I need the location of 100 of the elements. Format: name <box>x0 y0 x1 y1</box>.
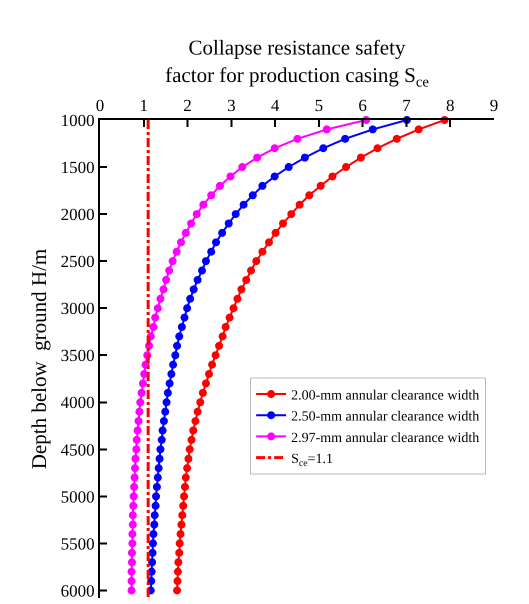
point <box>176 238 185 246</box>
x-tick-label: 4 <box>270 96 280 116</box>
legend-label: S$_{ce}$=1.1 <box>291 452 334 470</box>
point <box>202 379 210 388</box>
point <box>278 220 287 228</box>
point <box>148 539 157 548</box>
point <box>177 520 186 529</box>
point <box>152 492 160 500</box>
point <box>130 474 139 482</box>
y-tick-label: 4500 <box>60 440 95 460</box>
point <box>162 276 170 284</box>
legend-label: 2.97-mm annular clearance width <box>291 430 480 446</box>
x-tick-label: 5 <box>314 96 324 116</box>
point <box>248 191 257 200</box>
point <box>128 530 136 538</box>
point <box>180 314 188 322</box>
y-tick-label: 3500 <box>60 346 95 366</box>
point <box>180 492 188 500</box>
point <box>199 200 208 209</box>
point <box>198 266 206 275</box>
point <box>156 294 164 303</box>
point <box>374 144 382 152</box>
point <box>152 502 160 510</box>
point <box>230 304 238 312</box>
point <box>138 379 147 388</box>
y-axis-title: Depth below ground H/m <box>27 248 52 470</box>
point <box>194 408 202 416</box>
point <box>208 360 216 369</box>
y-tick-label: 5000 <box>60 487 95 506</box>
point <box>173 577 182 586</box>
point <box>207 248 216 256</box>
point <box>149 530 158 538</box>
point <box>165 266 174 275</box>
point <box>128 568 136 576</box>
point <box>135 408 144 416</box>
point <box>187 220 196 228</box>
point <box>138 388 146 397</box>
point <box>247 266 256 275</box>
point <box>156 454 164 463</box>
point <box>242 276 250 284</box>
point <box>160 417 168 426</box>
point <box>216 182 224 190</box>
point <box>131 464 140 472</box>
point <box>368 125 377 134</box>
point <box>128 539 136 548</box>
y-tick-label: 1000 <box>60 110 95 130</box>
point <box>154 474 162 482</box>
point <box>287 210 296 218</box>
point <box>186 445 194 454</box>
point <box>218 228 226 237</box>
point <box>176 530 185 538</box>
y-tick-label: 6000 <box>60 581 95 600</box>
point <box>258 248 266 256</box>
point <box>175 548 184 557</box>
point <box>129 502 138 510</box>
point <box>322 125 331 134</box>
point <box>293 134 302 143</box>
point <box>392 134 401 143</box>
x-tick-label: 8 <box>446 96 454 116</box>
point <box>189 426 198 435</box>
point <box>207 191 216 200</box>
point <box>173 342 182 350</box>
point <box>152 482 161 491</box>
legend-label: 2.00-mm annular clearance width <box>291 388 480 404</box>
point <box>296 200 304 209</box>
point <box>258 182 266 190</box>
point <box>232 210 240 218</box>
point <box>168 257 177 266</box>
point <box>174 568 182 576</box>
point <box>148 548 157 557</box>
point <box>191 417 200 426</box>
x-tick-label: 2 <box>183 96 192 116</box>
point <box>159 285 168 294</box>
point <box>319 144 328 152</box>
point <box>130 482 138 491</box>
point <box>305 191 314 200</box>
point <box>252 257 260 266</box>
point <box>134 426 142 435</box>
point <box>171 351 180 360</box>
point <box>215 342 224 350</box>
point <box>173 586 182 594</box>
point <box>414 125 423 134</box>
point <box>226 172 234 180</box>
point <box>150 520 158 529</box>
point <box>237 285 246 294</box>
y-tick-label: 5500 <box>60 534 95 554</box>
point <box>226 314 234 322</box>
point <box>192 210 201 218</box>
point <box>190 285 198 294</box>
point <box>196 398 204 406</box>
point <box>167 370 176 378</box>
point <box>178 511 186 520</box>
point <box>186 294 194 303</box>
point <box>156 445 164 454</box>
point <box>316 182 325 190</box>
x-tick-label: 7 <box>402 96 412 116</box>
point <box>233 294 242 303</box>
point <box>184 454 192 463</box>
point <box>238 163 246 172</box>
point <box>131 454 140 463</box>
